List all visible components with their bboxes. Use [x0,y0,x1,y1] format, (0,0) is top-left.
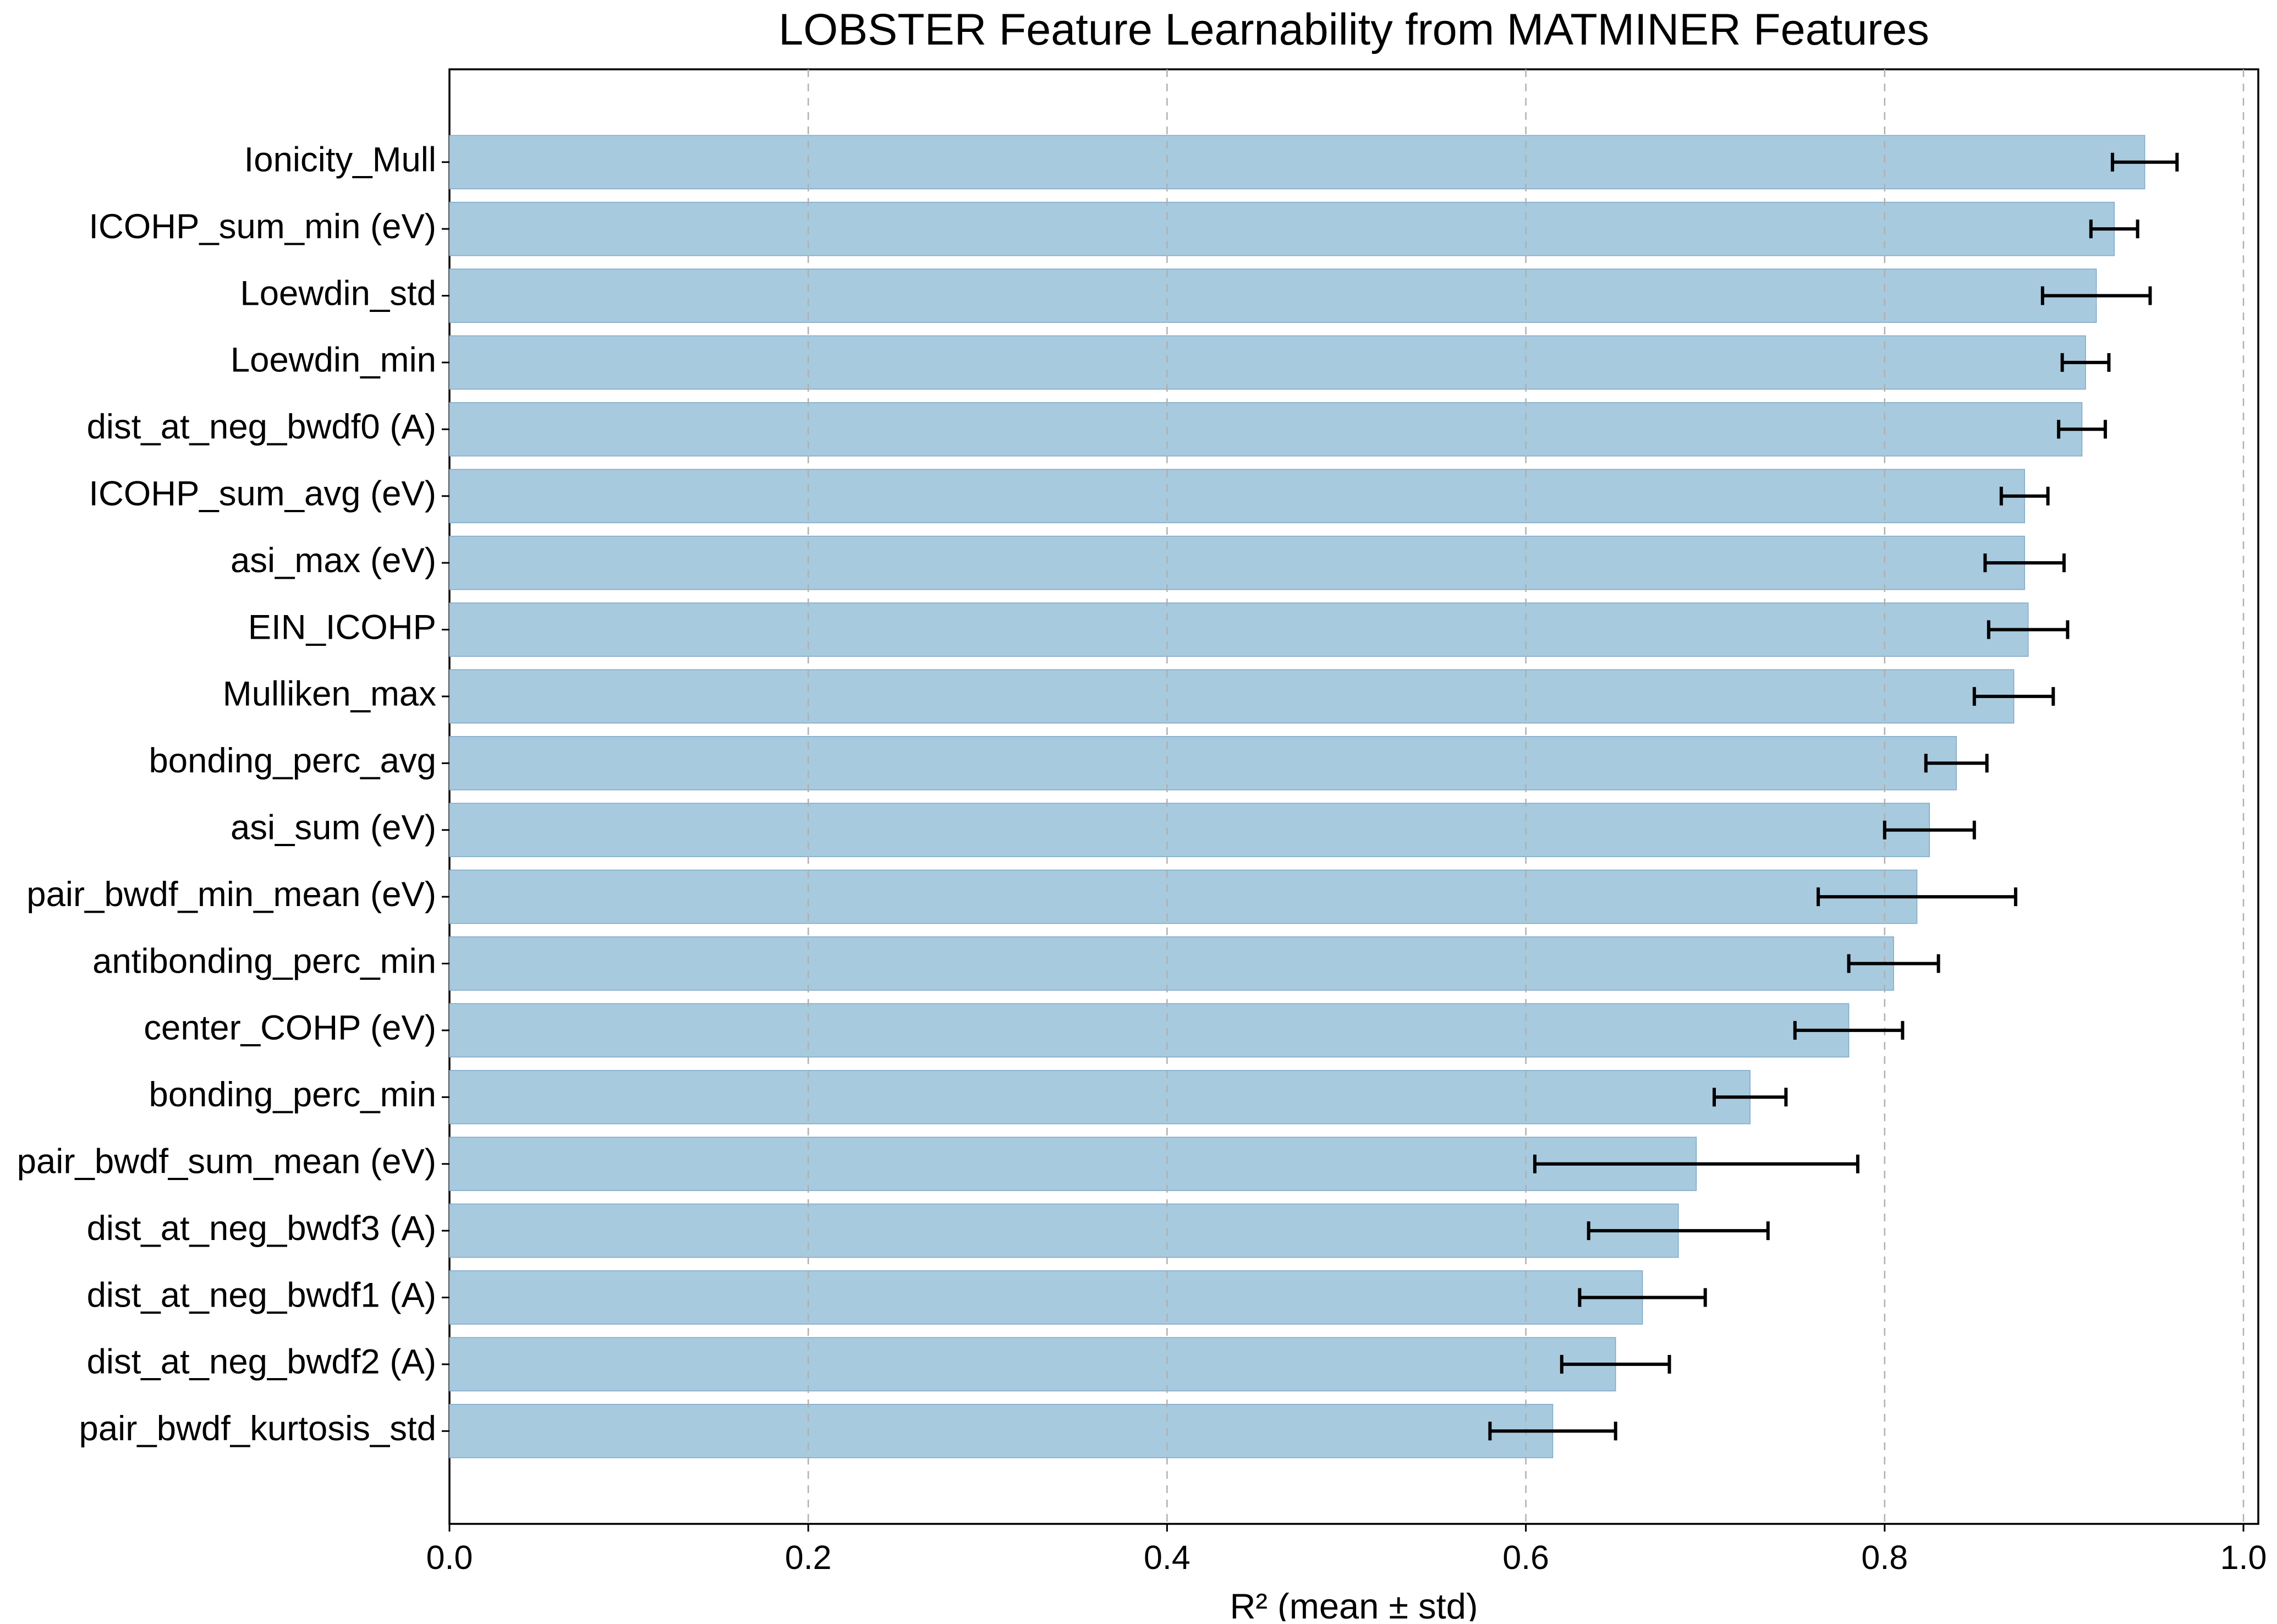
svg-text:pair_bwdf_kurtosis_std: pair_bwdf_kurtosis_std [79,1409,436,1448]
svg-text:0.8: 0.8 [1861,1539,1908,1576]
svg-text:bonding_perc_avg: bonding_perc_avg [149,742,436,780]
svg-text:dist_at_neg_bwdf1 (A): dist_at_neg_bwdf1 (A) [87,1276,436,1314]
svg-text:ICOHP_sum_avg (eV): ICOHP_sum_avg (eV) [89,474,436,513]
svg-text:dist_at_neg_bwdf2 (A): dist_at_neg_bwdf2 (A) [87,1343,436,1381]
svg-text:R² (mean ± std): R² (mean ± std) [1230,1586,1478,1621]
svg-text:EIN_ICOHP: EIN_ICOHP [248,608,436,646]
svg-text:asi_sum (eV): asi_sum (eV) [231,808,436,847]
svg-text:0.4: 0.4 [1144,1539,1190,1576]
svg-text:ICOHP_sum_min (eV): ICOHP_sum_min (eV) [89,207,436,246]
svg-text:pair_bwdf_min_mean (eV): pair_bwdf_min_mean (eV) [26,875,436,914]
svg-text:1.0: 1.0 [2220,1539,2267,1576]
svg-text:bonding_perc_min: bonding_perc_min [149,1076,436,1114]
svg-text:0.0: 0.0 [426,1539,473,1576]
svg-text:Mulliken_max: Mulliken_max [223,675,436,714]
svg-text:0.6: 0.6 [1502,1539,1549,1576]
svg-text:Loewdin_min: Loewdin_min [231,341,436,380]
svg-text:dist_at_neg_bwdf0 (A): dist_at_neg_bwdf0 (A) [87,408,436,446]
svg-text:dist_at_neg_bwdf3 (A): dist_at_neg_bwdf3 (A) [87,1209,436,1248]
svg-text:asi_max (eV): asi_max (eV) [231,541,436,580]
svg-text:0.2: 0.2 [785,1539,832,1576]
svg-text:Ionicity_Mull: Ionicity_Mull [244,140,436,179]
svg-text:LOBSTER Feature Learnability f: LOBSTER Feature Learnability from MATMIN… [778,5,1929,54]
svg-text:center_COHP (eV): center_COHP (eV) [144,1009,436,1047]
svg-text:Loewdin_std: Loewdin_std [240,274,436,312]
svg-text:pair_bwdf_sum_mean (eV): pair_bwdf_sum_mean (eV) [17,1142,436,1181]
svg-text:antibonding_perc_min: antibonding_perc_min [92,942,436,980]
